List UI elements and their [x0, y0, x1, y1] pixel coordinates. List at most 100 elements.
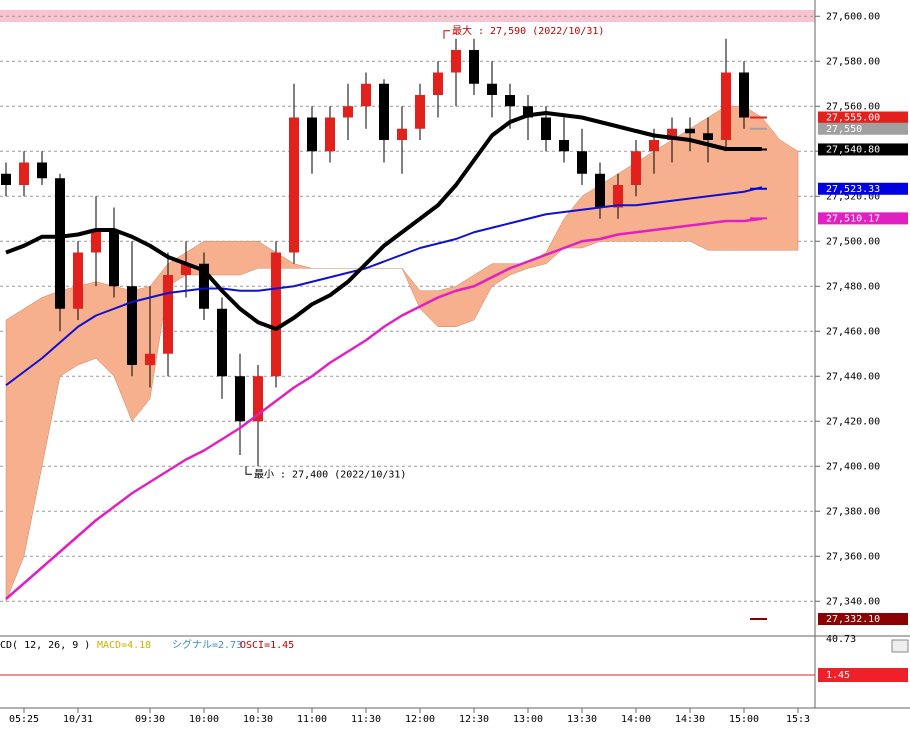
candle-body: [577, 151, 587, 174]
candle-body: [379, 83, 389, 140]
candle-body: [433, 72, 443, 95]
candle-body: [217, 308, 227, 377]
candle-body: [487, 83, 497, 95]
candle-body: [505, 95, 515, 107]
y-tick-label: 27,560.00: [826, 101, 880, 112]
annotation-leader: [443, 30, 450, 39]
candle-body: [631, 151, 641, 185]
candle-body: [181, 263, 191, 275]
candle-body: [289, 117, 299, 253]
candle-body: [523, 106, 533, 118]
x-tick-label: 13:00: [513, 714, 543, 725]
ma-line: [5, 186, 763, 387]
osci-label: OSCI=1.45: [240, 640, 294, 651]
candle-body: [271, 252, 281, 377]
x-tick-label: 10/31: [63, 714, 93, 725]
osci-tag: [818, 668, 908, 682]
price-tag: [818, 122, 908, 135]
x-tick-label: 12:30: [459, 714, 489, 725]
candle-body: [19, 162, 29, 185]
x-tick-label: 11:00: [297, 714, 327, 725]
candle-body: [253, 376, 263, 422]
candle-body: [163, 275, 173, 354]
candle-body: [109, 230, 119, 287]
candle-body: [145, 353, 155, 365]
candle-body: [127, 286, 137, 365]
x-tick-label: 10:30: [243, 714, 273, 725]
annotation-leader: [245, 466, 252, 475]
top-band: [0, 10, 815, 22]
candle-body: [73, 252, 83, 309]
y-tick-label: 27,420.00: [826, 416, 880, 427]
ma-line: [5, 111, 762, 331]
y-tick-label: 27,600.00: [826, 11, 880, 22]
price-tag-label: 27,540.80: [826, 144, 880, 155]
candle-body: [469, 50, 479, 84]
x-tick-label: 05:25: [9, 714, 39, 725]
candle-body: [37, 162, 47, 179]
candle-body: [451, 50, 461, 73]
price-tag: [818, 212, 908, 225]
y-tick-label: 27,500.00: [826, 236, 880, 247]
x-tick-label: 14:30: [675, 714, 705, 725]
candle-body: [613, 185, 623, 208]
price-tag-label: 27,550: [826, 124, 862, 135]
price-tag-label: 27,332.10: [826, 614, 880, 625]
dropdown[interactable]: [891, 639, 909, 653]
y-tick-label: 27,380.00: [826, 506, 880, 517]
price-tag: [818, 143, 908, 156]
x-tick-label: 12:00: [405, 714, 435, 725]
y-tick-label: 27,340.00: [826, 596, 880, 607]
candle-body: [649, 140, 659, 152]
x-tick-label: 11:30: [351, 714, 381, 725]
candle-body: [325, 117, 335, 152]
annotation: 最大 : 27,590 (2022/10/31): [452, 24, 604, 37]
y-tick-label: 27,440.00: [826, 371, 880, 382]
price-tag-label: 27,523.33: [826, 184, 880, 195]
candle-body: [55, 178, 65, 309]
candle-body: [703, 133, 713, 140]
candle-body: [199, 263, 209, 309]
x-tick-label: 10:00: [189, 714, 219, 725]
y-tick-label: 27,460.00: [826, 326, 880, 337]
candle-body: [397, 128, 407, 140]
price-tag: [818, 613, 908, 626]
x-tick-label: 15:3: [786, 714, 810, 725]
price-tag: [818, 182, 908, 195]
y-tick-label: 27,400.00: [826, 461, 880, 472]
candle-body: [235, 376, 245, 422]
candle-body: [541, 117, 551, 140]
plot: 最大 : 27,590 (2022/10/31) 最小 : 27,400 (202…: [0, 15, 815, 621]
price-tag-label: 27,555.00: [826, 113, 880, 124]
macd-title: CD( 12, 26, 9 ): [0, 640, 90, 651]
ma-line: [5, 217, 763, 600]
y-tick-label: 27,520.00: [826, 191, 880, 202]
candle-body: [559, 140, 569, 152]
y-tick-label: 27,360.00: [826, 551, 880, 562]
candle-body: [307, 117, 317, 152]
candle-body: [721, 72, 731, 140]
x-tick-label: 09:30: [135, 714, 165, 725]
osci-tag-label: 1.45: [826, 670, 850, 681]
y-tick-label: 27,480.00: [826, 281, 880, 292]
y-tick-label: 27,580.00: [826, 56, 880, 67]
candle-body: [595, 173, 605, 208]
macd-label: MACD=4.18: [97, 640, 151, 651]
candle-body: [685, 128, 695, 134]
signal-label: シグナル=2.73: [172, 638, 242, 651]
candle-body: [361, 83, 371, 107]
x-tick-label: 13:30: [567, 714, 597, 725]
candle-body: [415, 95, 425, 129]
price-tag-label: 27,510.17: [826, 213, 880, 224]
price-tag: [818, 111, 908, 124]
x-tick-label: 14:00: [621, 714, 651, 725]
candle-body: [1, 173, 11, 185]
candle-body: [91, 230, 101, 253]
candle-body: [343, 106, 353, 118]
x-tick-label: 15:00: [729, 714, 759, 725]
annotation: 最小 : 27,400 (2022/10/31): [254, 468, 406, 480]
candle-body: [739, 72, 749, 118]
candle-body: [667, 128, 677, 140]
macd-top-label: 40.73: [826, 634, 856, 645]
